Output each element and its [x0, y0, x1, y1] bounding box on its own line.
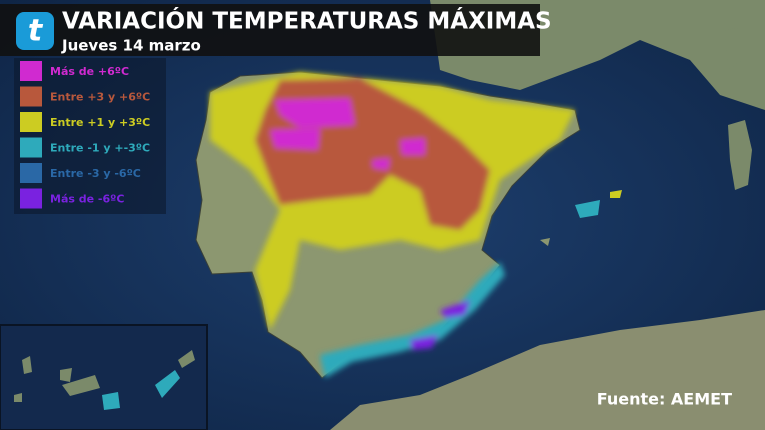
title: VARIACIÓN TEMPERATURAS MÁXIMAS: [62, 7, 552, 35]
island: [155, 370, 180, 398]
legend-label: Más de -6ºC: [50, 193, 124, 206]
island: [60, 368, 72, 382]
island: [102, 392, 120, 410]
anomaly-magenta: [275, 98, 355, 128]
legend-label: Entre +1 y +3ºC: [50, 116, 150, 129]
island-menorca: [610, 190, 622, 198]
island: [178, 350, 195, 368]
island: [62, 375, 100, 396]
anomaly-purple: [410, 335, 438, 350]
anomaly-cyan: [320, 262, 505, 378]
header-panel: [0, 4, 540, 56]
anomaly-layer: [210, 72, 575, 378]
subtitle: Jueves 14 marzo: [61, 37, 201, 55]
land-island: [725, 28, 742, 70]
land-africa: [330, 310, 765, 430]
legend-panel: [14, 58, 166, 214]
island: [14, 393, 22, 402]
legend-swatch: [20, 163, 42, 183]
island-ibiza: [540, 238, 550, 246]
anomaly-magenta: [372, 158, 390, 170]
island-mallorca: [575, 200, 600, 218]
legend-swatch: [20, 86, 42, 107]
source: Fuente: AEMET: [597, 390, 732, 409]
logo: [16, 12, 54, 50]
legend-label: Entre -3 y -6ºC: [50, 167, 141, 180]
land-island: [728, 120, 752, 190]
legend: Más de +6ºC Entre +3 y +6ºC Entre +1 y +3º…: [20, 61, 150, 209]
anomaly-magenta: [270, 128, 320, 150]
legend-swatch: [20, 137, 42, 158]
anomaly-purple: [440, 300, 470, 318]
logo-text: t: [28, 14, 44, 49]
island: [22, 356, 32, 374]
legend-swatch: [20, 61, 42, 81]
legend-label: Más de +6ºC: [50, 65, 129, 78]
legend-swatch: [20, 188, 42, 209]
anomaly-magenta: [400, 138, 425, 155]
legend-label: Entre +3 y +6ºC: [50, 91, 150, 104]
legend-label: Entre -1 y +-3ºC: [50, 142, 150, 155]
legend-swatch: [20, 112, 42, 132]
